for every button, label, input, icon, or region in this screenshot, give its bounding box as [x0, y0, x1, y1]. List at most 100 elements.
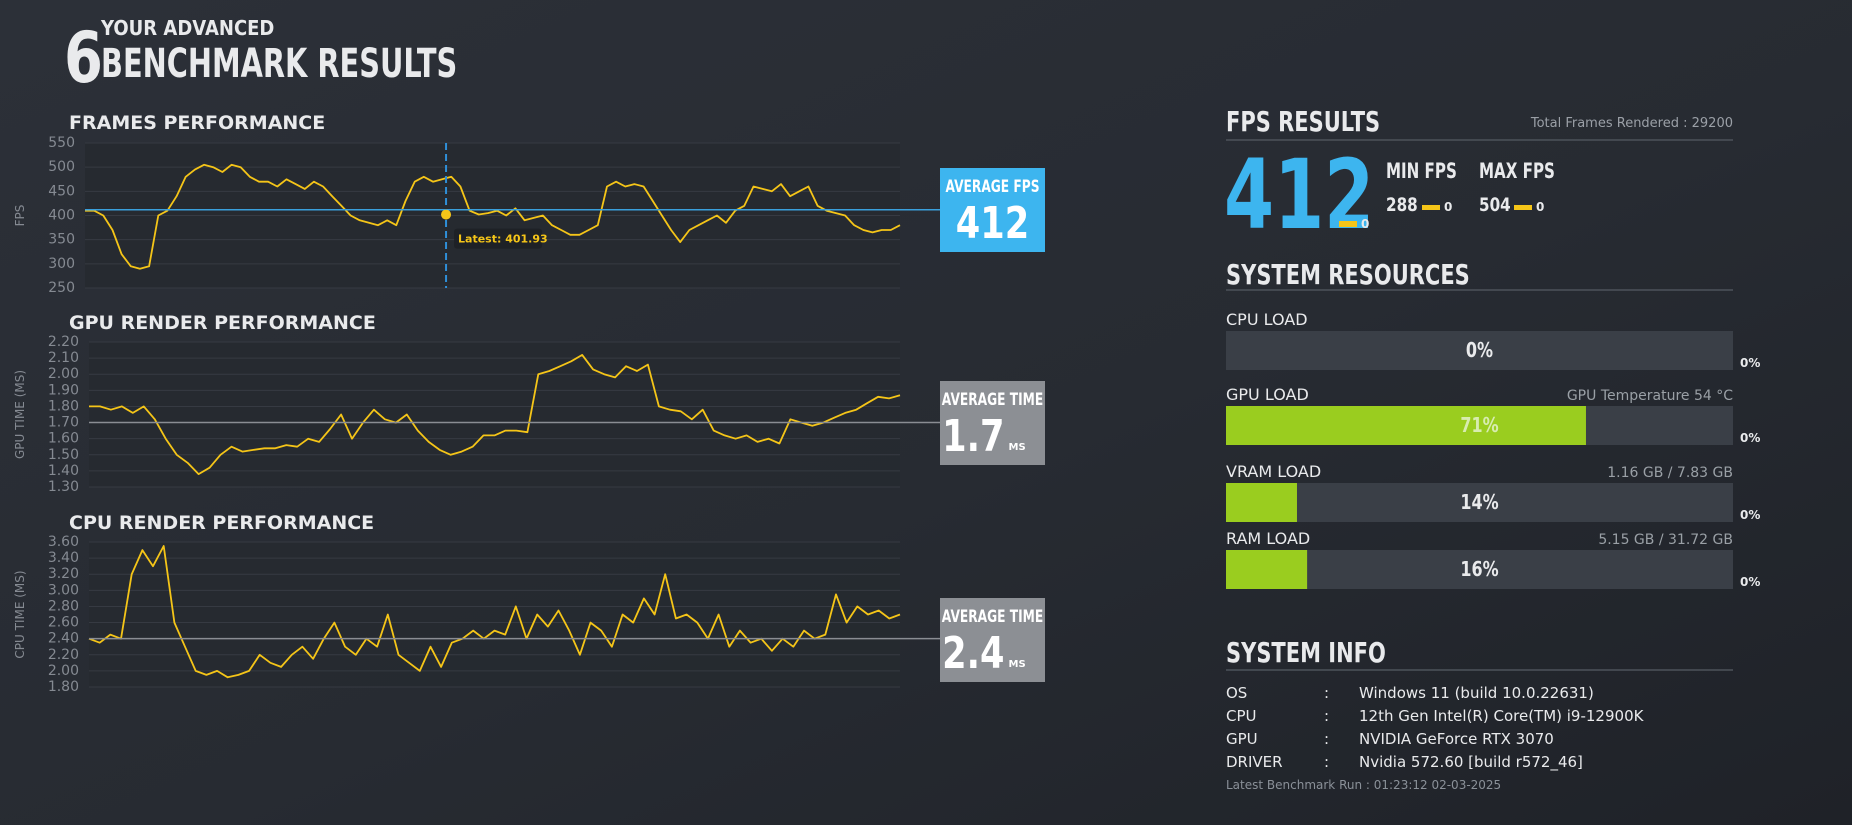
min-fps-label: MIN FPS [1386, 160, 1457, 184]
data-line [89, 354, 901, 475]
y-tick-label: 450 [48, 183, 75, 199]
info-value: 12th Gen Intel(R) Core(TM) i9-12900K [1359, 707, 1645, 725]
system-resources-title: SYSTEM RESOURCES [1226, 258, 1470, 291]
average-label: AVERAGE TIME [942, 607, 1043, 627]
resource-detail: GPU Temperature 54 °C [1567, 388, 1733, 404]
resource-side: 0% [1740, 356, 1760, 370]
y-tick-label: 1.70 [48, 415, 79, 431]
chart-title: FRAMES PERFORMANCE [69, 112, 325, 134]
y-tick-label: 2.10 [48, 350, 79, 366]
y-axis-label: FPS [13, 205, 27, 227]
y-tick-label: 2.00 [48, 663, 79, 679]
resource-label: GPU LOAD [1226, 385, 1309, 404]
average-badge [940, 168, 1045, 252]
y-axis-label: GPU TIME (MS) [13, 370, 27, 459]
resource-value: 71% [1460, 414, 1498, 437]
resource-side: 0% [1740, 508, 1760, 522]
info-separator: : [1324, 753, 1329, 771]
system-info-title: SYSTEM INFO [1226, 636, 1386, 669]
average-label: AVERAGE TIME [942, 390, 1043, 410]
min-fps-count: 0 [1444, 200, 1452, 214]
y-tick-label: 350 [48, 232, 75, 248]
average-value: 2.4 [942, 628, 1004, 679]
fps-average: 412 [1224, 140, 1374, 252]
resource-value: 0% [1466, 339, 1493, 362]
y-tick-label: 250 [48, 280, 75, 296]
info-separator: : [1324, 730, 1329, 748]
y-tick-label: 1.60 [48, 431, 79, 447]
y-tick-label: 300 [48, 256, 75, 272]
average-unit: MS [1009, 659, 1026, 670]
y-tick-label: 550 [48, 135, 75, 151]
y-tick-label: 1.30 [48, 479, 79, 495]
info-value: Nvidia 572.60 [build r572_46] [1359, 753, 1583, 772]
resource-value: 14% [1460, 491, 1498, 514]
average-value: 412 [956, 198, 1029, 249]
indicator [1514, 205, 1532, 210]
y-tick-label: 2.40 [48, 631, 79, 647]
chart-title: GPU RENDER PERFORMANCE [69, 312, 376, 334]
info-separator: : [1324, 707, 1329, 725]
resource-detail: 1.16 GB / 7.83 GB [1607, 465, 1733, 481]
data-line [88, 545, 901, 679]
y-tick-label: 3.20 [48, 566, 79, 582]
average-value: 1.7 [942, 411, 1004, 462]
logo: 6 [64, 17, 103, 99]
info-value: Windows 11 (build 10.0.22631) [1359, 684, 1594, 702]
resource-bar-track [1226, 331, 1733, 370]
resource-value: 16% [1460, 558, 1498, 581]
y-tick-label: 1.50 [48, 447, 79, 463]
resource-side: 0% [1740, 431, 1760, 445]
average-label: AVERAGE FPS [945, 177, 1039, 197]
y-tick-label: 3.60 [48, 534, 79, 550]
resource-side: 0% [1740, 575, 1760, 589]
chart-title: CPU RENDER PERFORMANCE [69, 512, 374, 534]
indicator [1422, 205, 1440, 210]
resource-bar [1226, 483, 1297, 522]
latest-label-bg [454, 228, 543, 249]
info-label: DRIVER [1226, 753, 1283, 771]
info-label: CPU [1226, 707, 1257, 725]
resource-bar [1226, 550, 1308, 589]
y-axis-label: CPU TIME (MS) [13, 570, 27, 658]
resource-detail: 5.15 GB / 31.72 GB [1598, 532, 1733, 548]
average-badge [940, 598, 1045, 682]
y-tick-label: 3.40 [48, 550, 79, 566]
resource-bar-track [1226, 483, 1733, 522]
y-tick-label: 1.80 [48, 679, 79, 695]
plot-area [89, 542, 900, 687]
benchmark-footer: Latest Benchmark Run : 01:23:12 02-03-20… [1226, 778, 1501, 792]
resource-label: VRAM LOAD [1226, 462, 1321, 481]
indicator [1339, 221, 1357, 227]
y-tick-label: 3.00 [48, 582, 79, 598]
min-fps-value: 288 [1386, 194, 1418, 216]
y-tick-label: 1.90 [48, 382, 79, 398]
plot-area [89, 342, 900, 487]
resource-label: CPU LOAD [1226, 310, 1308, 329]
y-tick-label: 1.40 [48, 463, 79, 479]
y-tick-label: 1.80 [48, 398, 79, 414]
header-line1: YOUR ADVANCED [100, 17, 274, 40]
header-line2: BENCHMARK RESULTS [101, 41, 457, 87]
latest-point [441, 209, 452, 220]
resource-bar [1226, 406, 1586, 445]
y-tick-label: 2.60 [48, 615, 79, 631]
y-tick-label: 2.20 [48, 334, 79, 350]
info-value: NVIDIA GeForce RTX 3070 [1359, 730, 1554, 748]
y-tick-label: 2.00 [48, 366, 79, 382]
max-fps-label: MAX FPS [1479, 160, 1555, 184]
total-frames: Total Frames Rendered : 29200 [1530, 116, 1733, 131]
fps-average-count: 0 [1361, 217, 1369, 231]
y-tick-label: 500 [48, 159, 75, 175]
average-unit: MS [1009, 442, 1026, 453]
resource-bar-track [1226, 550, 1733, 589]
average-badge [940, 381, 1045, 465]
fps-results-title: FPS RESULTS [1226, 105, 1380, 138]
y-tick-label: 2.80 [48, 598, 79, 614]
y-tick-label: 2.20 [48, 647, 79, 663]
max-fps-value: 504 [1479, 194, 1511, 216]
resource-label: RAM LOAD [1226, 529, 1310, 548]
y-tick-label: 400 [48, 208, 75, 224]
